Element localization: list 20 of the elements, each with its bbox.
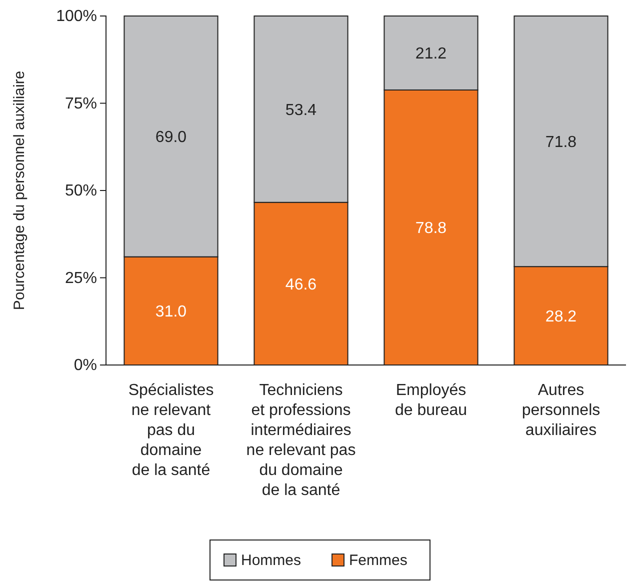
data-label: 46.6 [285,276,317,294]
x-tick-label: Techniciens et professions intermédiaires ne relevant pas du domaine de la santé [246,382,356,499]
legend-label: Femmes [349,552,408,569]
data-label: 28.2 [545,308,577,326]
y-tick-label: 50% [64,182,97,200]
data-label: 53.4 [285,102,317,119]
x-tick-label: Autres personnels auxiliaires [522,382,600,439]
data-label: 78.8 [415,220,447,238]
y-tick-label: 75% [64,95,97,112]
y-tick-label: 0% [74,357,97,374]
y-tick-label: 100% [56,8,97,26]
x-tick-label: Spécialistes ne relevant pas du domaine de la santé [128,382,214,479]
data-label: 21.2 [415,46,447,63]
legend-label: Hommes [241,552,302,569]
y-tick-label: 25% [64,270,97,287]
x-tick-label: Employés de bureau [394,382,468,419]
data-label: 71.8 [545,134,577,151]
data-label: 31.0 [155,304,187,321]
y-axis-title: Pourcentage du personnel auxiliaire [11,70,28,310]
data-label: 69.0 [155,129,187,146]
